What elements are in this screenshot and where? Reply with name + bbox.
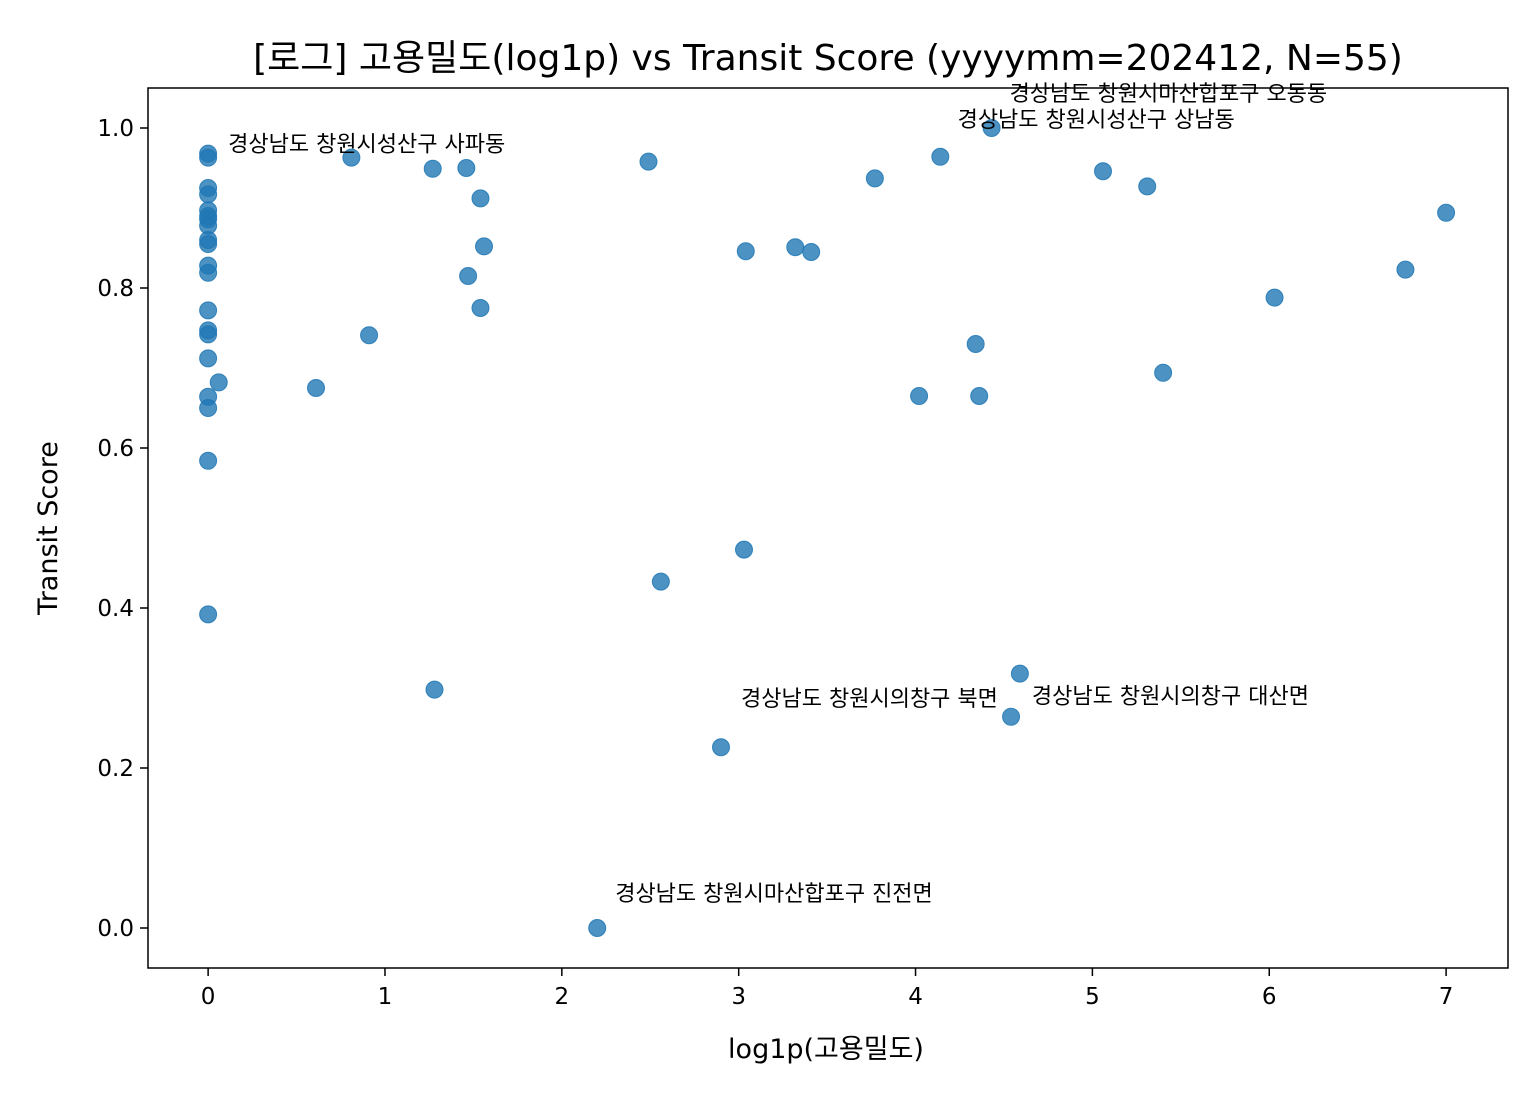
data-point (970, 387, 989, 405)
data-point (199, 349, 218, 368)
data-point (910, 387, 929, 405)
data-point (736, 242, 755, 261)
y-tick-label: 0.2 (97, 756, 134, 782)
data-point (199, 185, 218, 204)
y-axis-label: Transit Score (33, 441, 64, 616)
data-points (199, 119, 1456, 937)
data-point (199, 325, 218, 344)
data-point (734, 540, 753, 559)
data-point (1265, 288, 1284, 307)
x-axis-label: log1p(고용밀도) (728, 1034, 924, 1065)
point-annotation: 경상남도 창원시성산구 상남동 (958, 108, 1235, 133)
data-point (199, 235, 218, 253)
point-annotation: 경상남도 창원시마산합포구 진전면 (615, 882, 933, 907)
data-point (425, 680, 444, 699)
axis-ticks: 0 1 2 3 4 5 6 7 0.0 0.2 0.4 0.6 0.8 1.0 (97, 116, 1453, 1010)
data-point (1396, 260, 1415, 279)
data-point (209, 373, 228, 392)
x-tick-label: 1 (378, 984, 393, 1010)
plot-area (147, 87, 1509, 969)
data-point (786, 238, 805, 257)
data-point (423, 159, 442, 178)
data-point (471, 189, 490, 208)
y-tick-label: 0.4 (97, 596, 134, 622)
data-point (342, 148, 361, 167)
point-annotation: 경상남도 창원시의창구 북면 (741, 687, 998, 712)
data-point (982, 119, 1001, 137)
x-tick-label: 4 (908, 984, 923, 1010)
data-point (1010, 664, 1029, 683)
x-tick-label: 2 (555, 984, 570, 1010)
data-point (712, 738, 731, 757)
y-tick-label: 0.8 (97, 276, 134, 302)
data-point (199, 301, 218, 320)
point-annotation: 경상남도 창원시마산합포구 오동동 (1010, 82, 1328, 107)
data-point (475, 237, 494, 256)
data-point (1154, 363, 1173, 382)
data-point (1437, 203, 1456, 222)
y-tick-label: 0.6 (97, 436, 134, 462)
point-annotation: 경상남도 창원시성산구 사파동 (228, 133, 505, 158)
data-point (1138, 177, 1157, 196)
y-tick-label: 0.0 (97, 916, 134, 942)
data-point (199, 605, 218, 624)
data-point (199, 148, 218, 167)
data-point (199, 451, 218, 470)
data-point (639, 152, 658, 171)
data-point (1094, 162, 1113, 181)
data-point (865, 169, 884, 188)
x-tick-label: 6 (1262, 984, 1277, 1010)
data-point (651, 572, 670, 591)
data-point (199, 263, 218, 282)
data-point (457, 159, 476, 177)
data-point (360, 326, 379, 345)
data-point (802, 243, 821, 261)
data-point (471, 299, 490, 317)
point-annotation: 경상남도 창원시의창구 대산면 (1032, 685, 1309, 710)
data-point (307, 379, 326, 397)
data-point (588, 919, 607, 937)
data-point (459, 267, 478, 285)
data-point (199, 399, 218, 417)
chart-title: [로그] 고용밀도(log1p) vs Transit Score (yyyym… (253, 38, 1403, 79)
y-tick-label: 1.0 (97, 116, 134, 142)
x-tick-label: 5 (1085, 984, 1100, 1010)
data-point (931, 147, 950, 166)
data-point (1002, 707, 1021, 726)
x-tick-label: 0 (201, 984, 216, 1010)
x-tick-label: 3 (731, 984, 746, 1010)
data-point (966, 335, 985, 353)
x-tick-label: 7 (1439, 984, 1454, 1010)
